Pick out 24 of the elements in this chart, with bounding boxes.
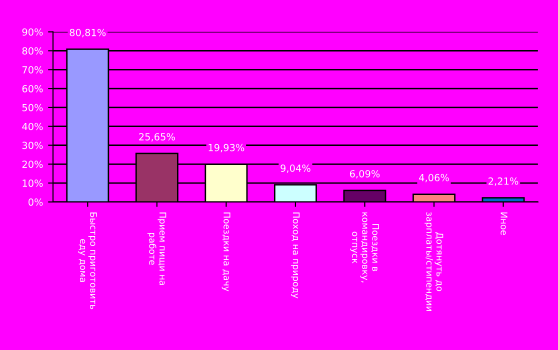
x-tick-label: Быстро приготовить еду дома bbox=[78, 212, 97, 310]
y-tick-label: 90% bbox=[22, 28, 43, 36]
data-label: 2,21% bbox=[488, 177, 518, 186]
x-tick-label: Поездки на дачу bbox=[222, 212, 230, 292]
y-tick-label: 10% bbox=[22, 180, 43, 187]
data-label: 4,06% bbox=[419, 174, 449, 182]
x-tick-label: Дотянуть до зарплаты/стипендии bbox=[424, 212, 444, 311]
y-tick-label: 60% bbox=[22, 85, 43, 92]
data-label: 80,81% bbox=[70, 28, 106, 38]
x-tick-label: Поездки в командировку, отпуск bbox=[350, 212, 379, 282]
y-tick-label: 30% bbox=[22, 142, 43, 150]
data-label: 9,04% bbox=[280, 164, 310, 173]
x-tick-label: Иное bbox=[500, 212, 508, 235]
y-tick-label: 20% bbox=[22, 160, 43, 168]
y-tick-label: 50% bbox=[22, 104, 43, 112]
y-tick-label: 0% bbox=[28, 198, 43, 206]
y-tick-label: 80% bbox=[22, 47, 43, 55]
x-tick-label: Прием пищи на работе bbox=[147, 212, 166, 285]
y-tick-label: 40% bbox=[22, 122, 43, 130]
data-label: 6,09% bbox=[350, 170, 380, 178]
data-label: 19,93% bbox=[208, 144, 244, 152]
y-tick-label: 70% bbox=[22, 66, 43, 74]
data-label: 25,65% bbox=[139, 133, 175, 142]
x-tick-label: Поход на природу bbox=[291, 212, 300, 298]
